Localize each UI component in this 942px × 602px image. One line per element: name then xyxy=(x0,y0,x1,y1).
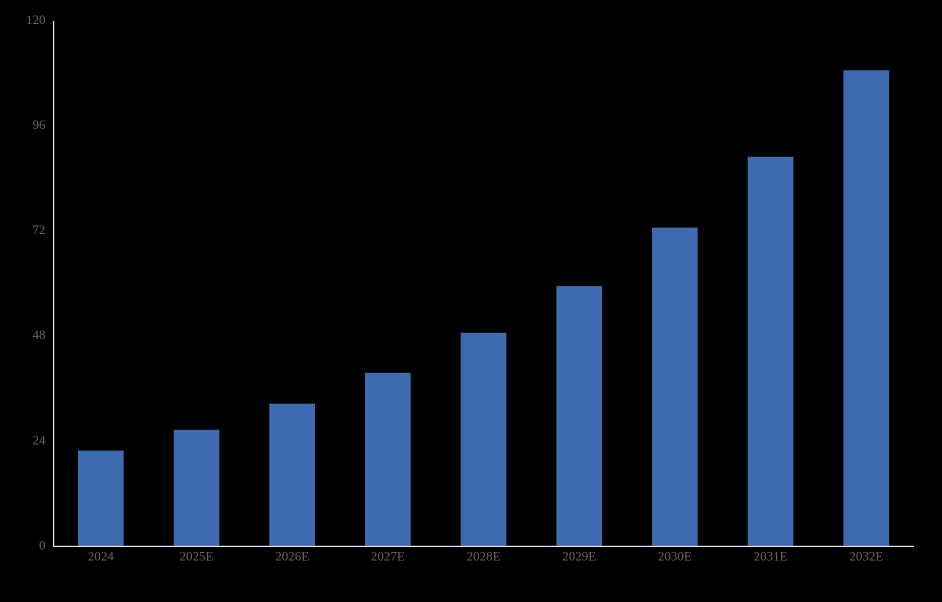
svg-text:0: 0 xyxy=(39,537,46,552)
svg-text:2026E: 2026E xyxy=(275,548,309,563)
svg-text:120: 120 xyxy=(26,12,46,27)
svg-text:2032E: 2032E xyxy=(849,548,883,563)
svg-text:2025E: 2025E xyxy=(180,548,214,563)
svg-text:2030E: 2030E xyxy=(658,548,692,563)
svg-text:72: 72 xyxy=(33,222,46,237)
svg-text:2029E: 2029E xyxy=(562,548,596,563)
svg-text:24: 24 xyxy=(33,432,47,447)
svg-text:2031E: 2031E xyxy=(754,548,788,563)
svg-text:2024: 2024 xyxy=(88,548,115,563)
svg-text:96: 96 xyxy=(33,117,47,132)
svg-text:2028E: 2028E xyxy=(467,548,501,563)
svg-text:2027E: 2027E xyxy=(371,548,405,563)
svg-text:48: 48 xyxy=(33,327,46,342)
